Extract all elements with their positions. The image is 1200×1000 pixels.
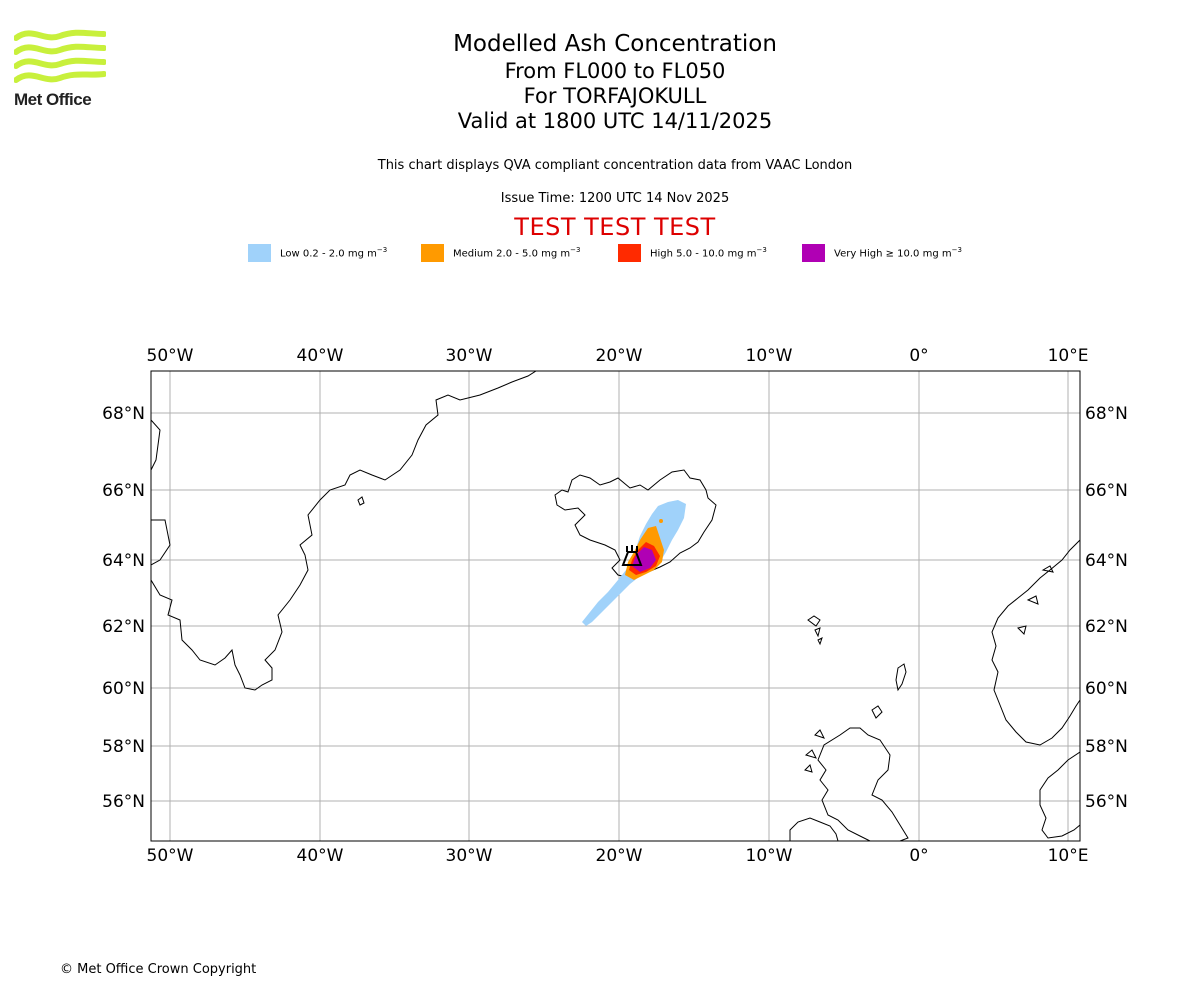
legend-label-medium: Medium 2.0 - 5.0 mg m	[453, 248, 571, 260]
lon-label-top: 0°	[909, 346, 928, 366]
lat-label-right: 64°N	[1085, 551, 1128, 571]
volcano-icon	[621, 545, 643, 566]
ash-concentration-map: 50°W 40°W 30°W 20°W 10°W 0° 10°E 50°W 40…	[102, 346, 1128, 866]
legend-label-high: High 5.0 - 10.0 mg m	[650, 248, 757, 260]
norway-coastline	[991, 539, 1080, 746]
lon-label-top: 20°W	[596, 346, 643, 366]
met-office-logo-text: Met Office	[14, 90, 92, 109]
longitude-labels-bottom: 50°W 40°W 30°W 20°W 10°W 0° 10°E	[147, 846, 1089, 866]
lon-label-top: 50°W	[147, 346, 194, 366]
test-banner: TEST TEST TEST	[514, 213, 716, 241]
issue-time: Issue Time: 1200 UTC 14 Nov 2025	[500, 191, 730, 206]
lat-label-right: 58°N	[1085, 737, 1128, 757]
legend-item-medium: Medium 2.0 - 5.0 mg m−3	[421, 244, 580, 262]
lon-label-bottom: 0°	[909, 846, 928, 866]
lon-label-bottom: 20°W	[596, 846, 643, 866]
ash-plume	[582, 500, 686, 626]
lat-label-left: 56°N	[102, 792, 145, 812]
coastlines	[151, 371, 1080, 841]
lat-label-right: 68°N	[1085, 404, 1128, 424]
lat-label-left: 62°N	[102, 617, 145, 637]
met-office-wave-icon	[14, 29, 106, 83]
legend-label-low: Low 0.2 - 2.0 mg m	[280, 248, 377, 260]
latitude-labels-left: 68°N 66°N 64°N 62°N 60°N 58°N 56°N	[102, 404, 145, 812]
lat-label-right: 60°N	[1085, 679, 1128, 699]
legend-swatch-high	[618, 244, 641, 262]
legend-swatch-low	[248, 244, 271, 262]
map-frame	[150, 370, 1081, 842]
chart-titles: Modelled Ash Concentration From FL000 to…	[300, 30, 930, 134]
lon-label-bottom: 10°E	[1048, 846, 1089, 866]
lat-label-right: 56°N	[1085, 792, 1128, 812]
longitude-labels-top: 50°W 40°W 30°W 20°W 10°W 0° 10°E	[147, 346, 1089, 366]
concentration-legend: Low 0.2 - 2.0 mg m−3 Medium 2.0 - 5.0 mg…	[0, 244, 1200, 264]
greenland-coastline	[151, 371, 537, 691]
lon-label-top: 10°E	[1048, 346, 1089, 366]
lat-label-left: 68°N	[102, 404, 145, 424]
lon-label-bottom: 50°W	[147, 846, 194, 866]
lat-label-right: 66°N	[1085, 481, 1128, 501]
scotland-coastline	[817, 727, 909, 841]
lon-label-top: 30°W	[446, 346, 493, 366]
graticule	[151, 371, 1080, 841]
lat-label-left: 66°N	[102, 481, 145, 501]
lon-label-bottom: 10°W	[746, 846, 793, 866]
latitude-labels-right: 68°N 66°N 64°N 62°N 60°N 58°N 56°N	[1085, 404, 1128, 812]
lat-label-left: 64°N	[102, 551, 145, 571]
valid-time: Valid at 1800 UTC 14/11/2025	[457, 109, 773, 133]
map-area	[151, 371, 1080, 841]
lon-label-bottom: 30°W	[446, 846, 493, 866]
legend-item-low: Low 0.2 - 2.0 mg m−3	[248, 244, 387, 262]
copyright-notice: © Met Office Crown Copyright	[60, 962, 257, 977]
legend-item-high: High 5.0 - 10.0 mg m−3	[618, 244, 767, 262]
legend-item-very-high: Very High ≥ 10.0 mg m−3	[802, 244, 962, 262]
chart-description: This chart displays QVA compliant concen…	[377, 158, 853, 173]
lon-label-top: 40°W	[297, 346, 344, 366]
ireland-coastline	[789, 817, 839, 841]
lat-label-left: 58°N	[102, 737, 145, 757]
lat-label-left: 60°N	[102, 679, 145, 699]
lon-label-bottom: 40°W	[297, 846, 344, 866]
legend-label-very-high: Very High ≥ 10.0 mg m	[834, 248, 952, 260]
iceland-coastline	[554, 469, 717, 579]
legend-swatch-very-high	[802, 244, 825, 262]
legend-swatch-medium	[421, 244, 444, 262]
lat-label-right: 62°N	[1085, 617, 1128, 637]
lon-label-top: 10°W	[746, 346, 793, 366]
met-office-logo: Met Office	[14, 28, 114, 112]
flight-level-range: From FL000 to FL050	[504, 59, 726, 83]
volcano-name: For TORFAJOKULL	[523, 84, 707, 108]
page-title: Modelled Ash Concentration	[453, 31, 777, 57]
